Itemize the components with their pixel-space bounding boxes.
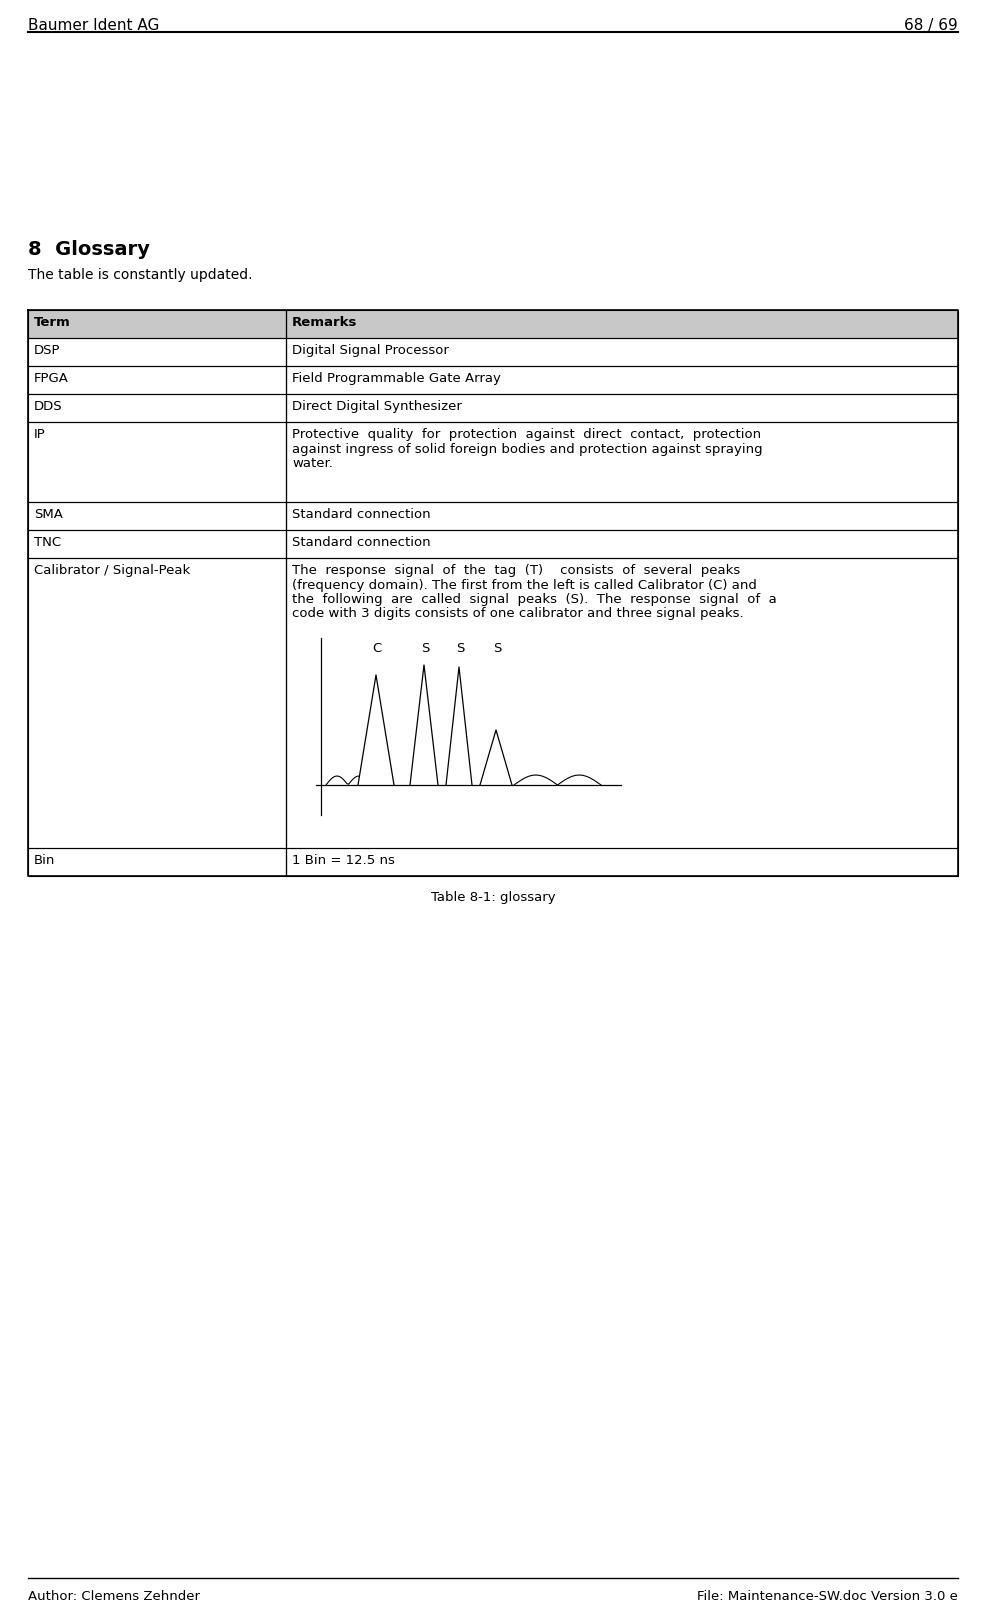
Text: Calibrator / Signal-Peak: Calibrator / Signal-Peak <box>34 564 190 577</box>
Text: 68 / 69: 68 / 69 <box>904 18 958 32</box>
Text: Field Programmable Gate Array: Field Programmable Gate Array <box>292 372 501 385</box>
Bar <box>28 309 286 338</box>
Text: the  following  are  called  signal  peaks  (S).  The  response  signal  of  a: the following are called signal peaks (S… <box>292 593 777 606</box>
Text: Standard connection: Standard connection <box>292 536 431 549</box>
Text: code with 3 digits consists of one calibrator and three signal peaks.: code with 3 digits consists of one calib… <box>292 607 743 620</box>
Text: (frequency domain). The first from the left is called Calibrator (C) and: (frequency domain). The first from the l… <box>292 578 757 591</box>
Text: C: C <box>372 643 382 656</box>
Bar <box>286 309 958 338</box>
Text: The  response  signal  of  the  tag  (T)    consists  of  several  peaks: The response signal of the tag (T) consi… <box>292 564 740 577</box>
Text: File: Maintenance-SW.doc Version 3.0 e: File: Maintenance-SW.doc Version 3.0 e <box>697 1590 958 1603</box>
Text: Author: Clemens Zehnder: Author: Clemens Zehnder <box>28 1590 200 1603</box>
Text: Protective  quality  for  protection  against  direct  contact,  protection: Protective quality for protection agains… <box>292 429 761 441</box>
Text: IP: IP <box>34 429 45 441</box>
Text: FPGA: FPGA <box>34 372 69 385</box>
Text: TNC: TNC <box>34 536 61 549</box>
Text: Baumer Ident AG: Baumer Ident AG <box>28 18 160 32</box>
Text: Direct Digital Synthesizer: Direct Digital Synthesizer <box>292 400 461 412</box>
Text: 8  Glossary: 8 Glossary <box>28 240 150 259</box>
Text: Table 8-1: glossary: Table 8-1: glossary <box>431 891 555 904</box>
Text: Term: Term <box>34 316 71 329</box>
Text: Remarks: Remarks <box>292 316 357 329</box>
Text: against ingress of solid foreign bodies and protection against spraying: against ingress of solid foreign bodies … <box>292 443 762 456</box>
Text: Digital Signal Processor: Digital Signal Processor <box>292 345 449 358</box>
Text: S: S <box>456 643 464 656</box>
Text: DDS: DDS <box>34 400 63 412</box>
Text: SMA: SMA <box>34 507 63 520</box>
Text: Standard connection: Standard connection <box>292 507 431 520</box>
Text: water.: water. <box>292 458 333 470</box>
Text: DSP: DSP <box>34 345 60 358</box>
Text: S: S <box>493 643 501 656</box>
Text: Bin: Bin <box>34 854 55 867</box>
Text: The table is constantly updated.: The table is constantly updated. <box>28 267 252 282</box>
Text: S: S <box>421 643 429 656</box>
Text: 1 Bin = 12.5 ns: 1 Bin = 12.5 ns <box>292 854 394 867</box>
